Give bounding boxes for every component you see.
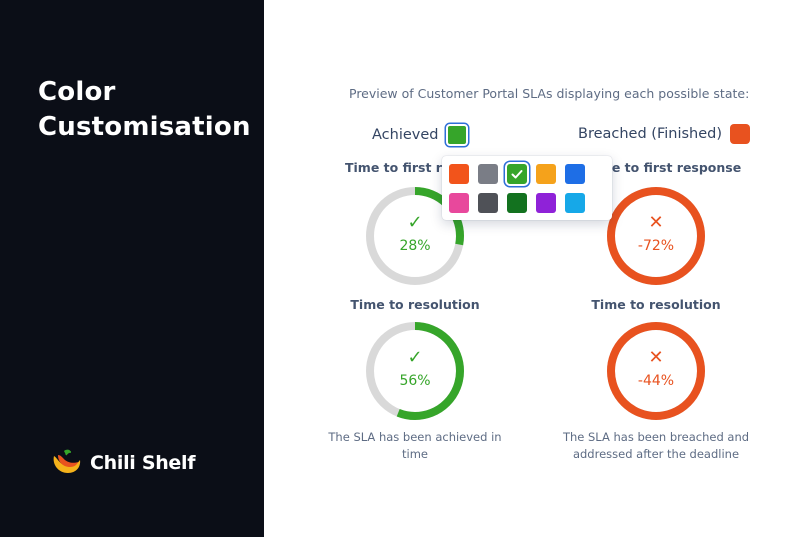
achieved-label: Achieved <box>372 127 439 143</box>
preview-caption: Preview of Customer Portal SLAs displayi… <box>349 86 750 101</box>
gauge-progress-arc <box>366 322 464 420</box>
achieved-footnote: The SLA has been achieved in time <box>328 430 502 461</box>
breached-footnote-line1: The SLA has been breached and <box>562 430 750 444</box>
color-swatch[interactable] <box>478 193 498 213</box>
color-swatch[interactable] <box>536 193 556 213</box>
check-icon <box>511 170 523 179</box>
breached-footnote-line2: addressed after the deadline <box>572 447 740 461</box>
cross-icon: ✕ <box>648 347 664 368</box>
gauge-progress-arc <box>607 187 705 285</box>
check-icon: ✓ <box>407 212 423 233</box>
breached-footnote: The SLA has been breached and addressed … <box>556 429 756 463</box>
color-picker-popover <box>442 156 612 220</box>
gauge-progress-arc <box>366 187 464 285</box>
slide-title-line1: Color <box>38 77 116 107</box>
slide-title: Color Customisation <box>38 75 251 145</box>
achieved-resolution-label: Time to resolution <box>350 297 480 312</box>
achieved-color-button[interactable] <box>446 124 469 146</box>
brand-name: Chili Shelf <box>90 452 196 474</box>
palette-row <box>449 164 585 184</box>
color-swatch[interactable] <box>449 193 469 213</box>
breached-first-response-percent: -72% <box>637 238 675 254</box>
color-swatch[interactable] <box>478 164 498 184</box>
cross-icon: ✕ <box>648 212 664 233</box>
breached-color-button[interactable] <box>730 124 751 144</box>
palette-row <box>449 193 585 213</box>
breached-resolution-gauge: ✕ -44% <box>606 321 706 421</box>
breached-resolution-label: Time to resolution <box>591 297 721 312</box>
color-swatch[interactable] <box>449 164 469 184</box>
breached-header: Breached (Finished) <box>578 124 751 144</box>
color-swatch[interactable] <box>565 193 585 213</box>
gauge-progress-arc <box>607 322 705 420</box>
achieved-first-response-percent: 28% <box>399 238 431 254</box>
achieved-header: Achieved <box>372 124 469 146</box>
preview-panel: Preview of Customer Portal SLAs displayi… <box>264 0 806 537</box>
slide-title-line2: Customisation <box>38 112 251 142</box>
achieved-resolution-gauge: ✓ 56% <box>365 321 465 421</box>
achieved-first-response-gauge: ✓ 28% <box>365 186 465 286</box>
brand-logo: Chili Shelf <box>50 446 196 480</box>
breached-first-response-gauge: ✕ -72% <box>606 186 706 286</box>
chili-logo-icon <box>50 446 84 480</box>
breached-resolution-percent: -44% <box>637 373 675 389</box>
left-panel: Color Customisation Chili Shelf <box>0 0 264 537</box>
color-swatch[interactable] <box>507 193 527 213</box>
achieved-resolution-percent: 56% <box>399 373 431 389</box>
color-swatch[interactable] <box>565 164 585 184</box>
color-swatch[interactable] <box>536 164 556 184</box>
breached-first-response-label: Time to first response <box>586 160 742 175</box>
check-icon: ✓ <box>407 347 423 368</box>
color-swatch[interactable] <box>507 164 527 184</box>
breached-label: Breached (Finished) <box>578 126 723 142</box>
